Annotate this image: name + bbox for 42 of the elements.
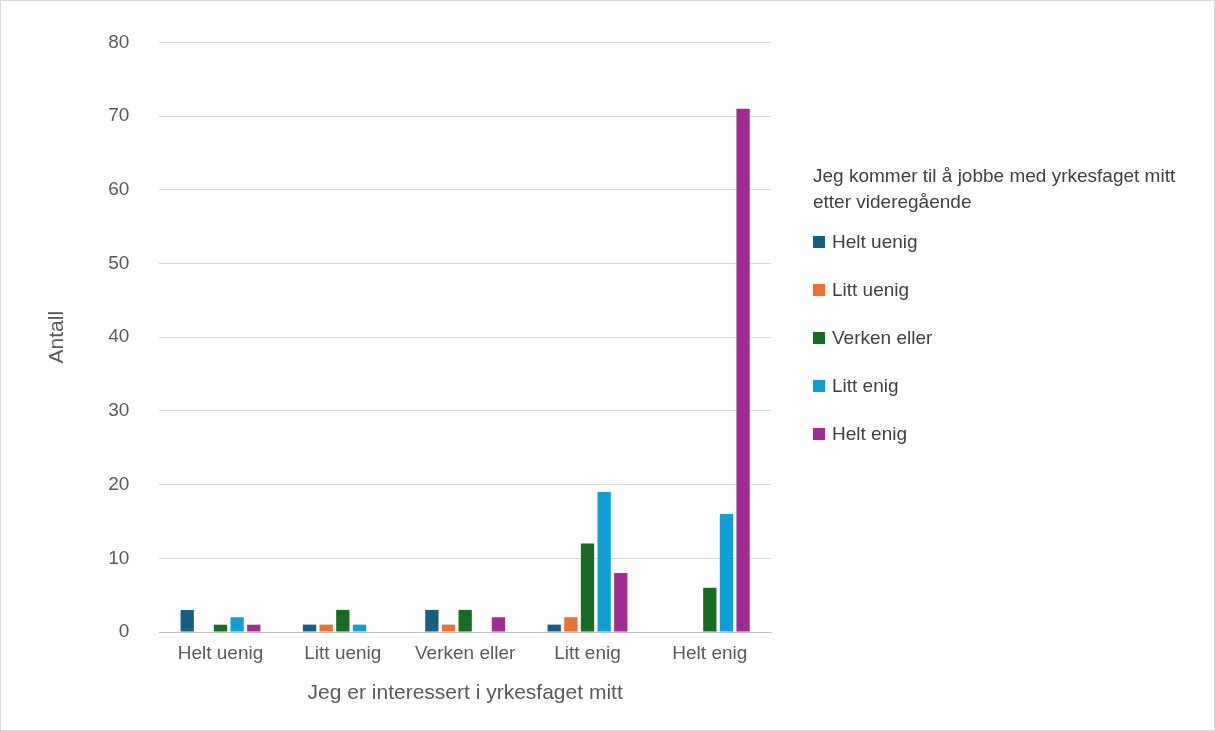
y-tick-label: 50 xyxy=(108,251,130,273)
legend-label: Litt uenig xyxy=(832,279,910,301)
x-tick-label: Helt enig xyxy=(672,641,748,663)
legend-title: Jeg kommer til å jobbe med yrkesfaget mitt etter videregående xyxy=(813,164,1177,214)
bar xyxy=(247,624,261,632)
y-tick-label: 0 xyxy=(118,620,130,642)
bar xyxy=(736,108,750,632)
x-axis-title: Jeg er interessert i yrkesfaget mitt xyxy=(307,680,623,704)
bar xyxy=(580,543,595,632)
bar xyxy=(547,624,561,632)
y-tick-label: 60 xyxy=(108,178,130,200)
y-tick-label: 20 xyxy=(108,472,130,494)
bar xyxy=(319,624,333,632)
y-tick-label: 10 xyxy=(108,546,130,568)
bar xyxy=(703,587,717,632)
y-axis-title: Antall xyxy=(44,310,68,364)
bar xyxy=(302,624,317,632)
legend-label: Helt uenig xyxy=(832,231,918,253)
bar xyxy=(230,617,244,632)
bar xyxy=(564,617,578,632)
bar xyxy=(180,609,194,632)
legend-label: Verken eller xyxy=(832,327,933,349)
bar xyxy=(719,514,734,632)
y-tick-label: 80 xyxy=(108,30,130,52)
bar xyxy=(336,609,350,632)
bar xyxy=(425,609,439,632)
bar xyxy=(597,491,611,632)
bar xyxy=(491,617,506,632)
bar xyxy=(614,573,628,632)
y-tick-label: 40 xyxy=(108,325,130,347)
bar xyxy=(213,624,228,632)
bar xyxy=(352,624,367,632)
x-tick-label: Litt enig xyxy=(554,641,621,663)
x-tick-label: Litt uenig xyxy=(304,641,382,663)
y-tick-label: 30 xyxy=(108,399,130,421)
legend-label: Helt enig xyxy=(832,423,907,445)
bar xyxy=(458,609,472,632)
bar xyxy=(441,624,456,632)
x-tick-label: Helt uenig xyxy=(177,641,264,663)
legend-label: Litt enig xyxy=(832,375,899,397)
y-tick-label: 70 xyxy=(108,104,130,126)
x-tick-label: Verken eller xyxy=(415,641,516,663)
